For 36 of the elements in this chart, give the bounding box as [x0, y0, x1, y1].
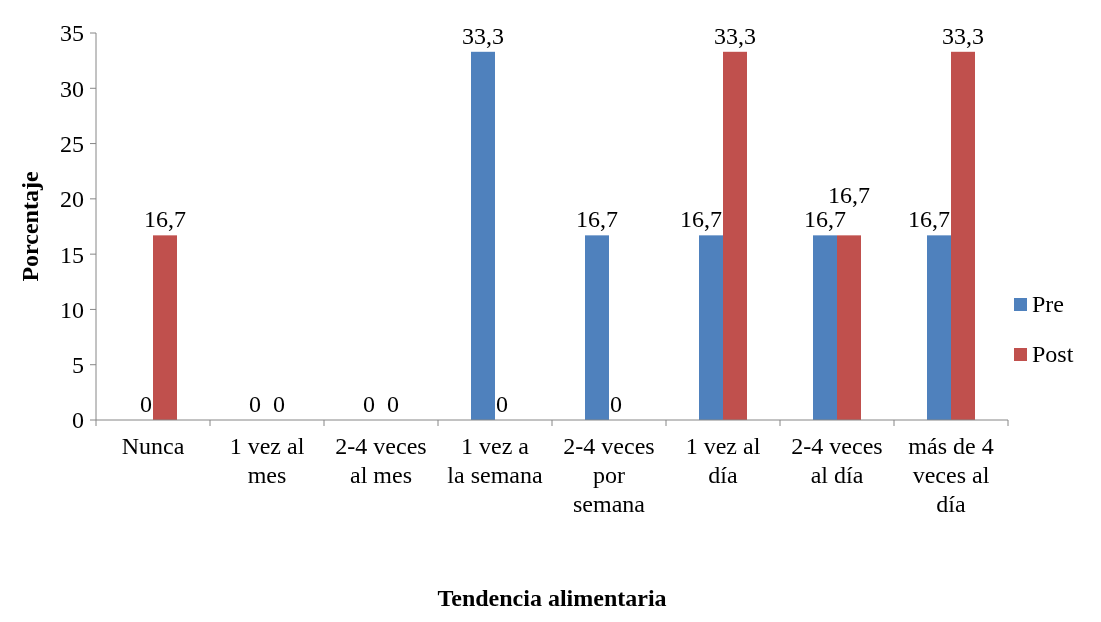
x-tick-label: 1 vez a la semana	[447, 433, 543, 489]
data-label: 0	[363, 391, 375, 417]
y-tick-label: 20	[60, 186, 84, 213]
x-tick-label: 1 vez al día	[685, 433, 761, 489]
x-axis-title: Tendencia alimentaria	[437, 585, 667, 611]
x-tick-label: más de 4 veces al día	[908, 433, 994, 517]
data-label: 0	[387, 391, 399, 417]
data-label: 0	[496, 391, 508, 417]
data-label: 16,7	[144, 206, 186, 233]
y-tick-label: 10	[60, 296, 84, 323]
data-label: 16,7	[680, 206, 722, 233]
x-tick-label: 1 vez al mes	[229, 433, 305, 489]
data-label: 0	[249, 391, 261, 417]
legend-label: Post	[1032, 341, 1074, 368]
y-axis-title: Porcentaje	[17, 171, 43, 282]
y-tick-label: 5	[72, 352, 84, 379]
x-tick-label: 2-4 veces al mes	[335, 433, 427, 489]
data-label: 0	[140, 391, 152, 417]
data-label: 16,7	[576, 206, 618, 233]
data-label: 0	[273, 391, 285, 417]
x-tick-label: 2-4 veces al día	[791, 433, 883, 489]
legend-label: Pre	[1032, 291, 1064, 318]
data-label: 0	[610, 391, 622, 417]
data-label: 33,3	[714, 22, 756, 49]
data-label: 33,3	[942, 22, 984, 49]
data-label: 16,7	[908, 206, 950, 233]
y-tick-label: 25	[60, 130, 84, 157]
y-tick-label: 0	[72, 407, 84, 434]
y-tick-label: 15	[60, 241, 84, 268]
y-tick-label: 35	[60, 20, 84, 47]
data-label: 16,7	[828, 182, 870, 209]
data-label: 16,7	[804, 206, 846, 233]
y-tick-label: 30	[60, 75, 84, 102]
x-tick-label: 2-4 veces por semana	[563, 433, 655, 517]
data-label: 33,3	[462, 22, 504, 49]
x-tick-label: Nunca	[121, 433, 185, 460]
